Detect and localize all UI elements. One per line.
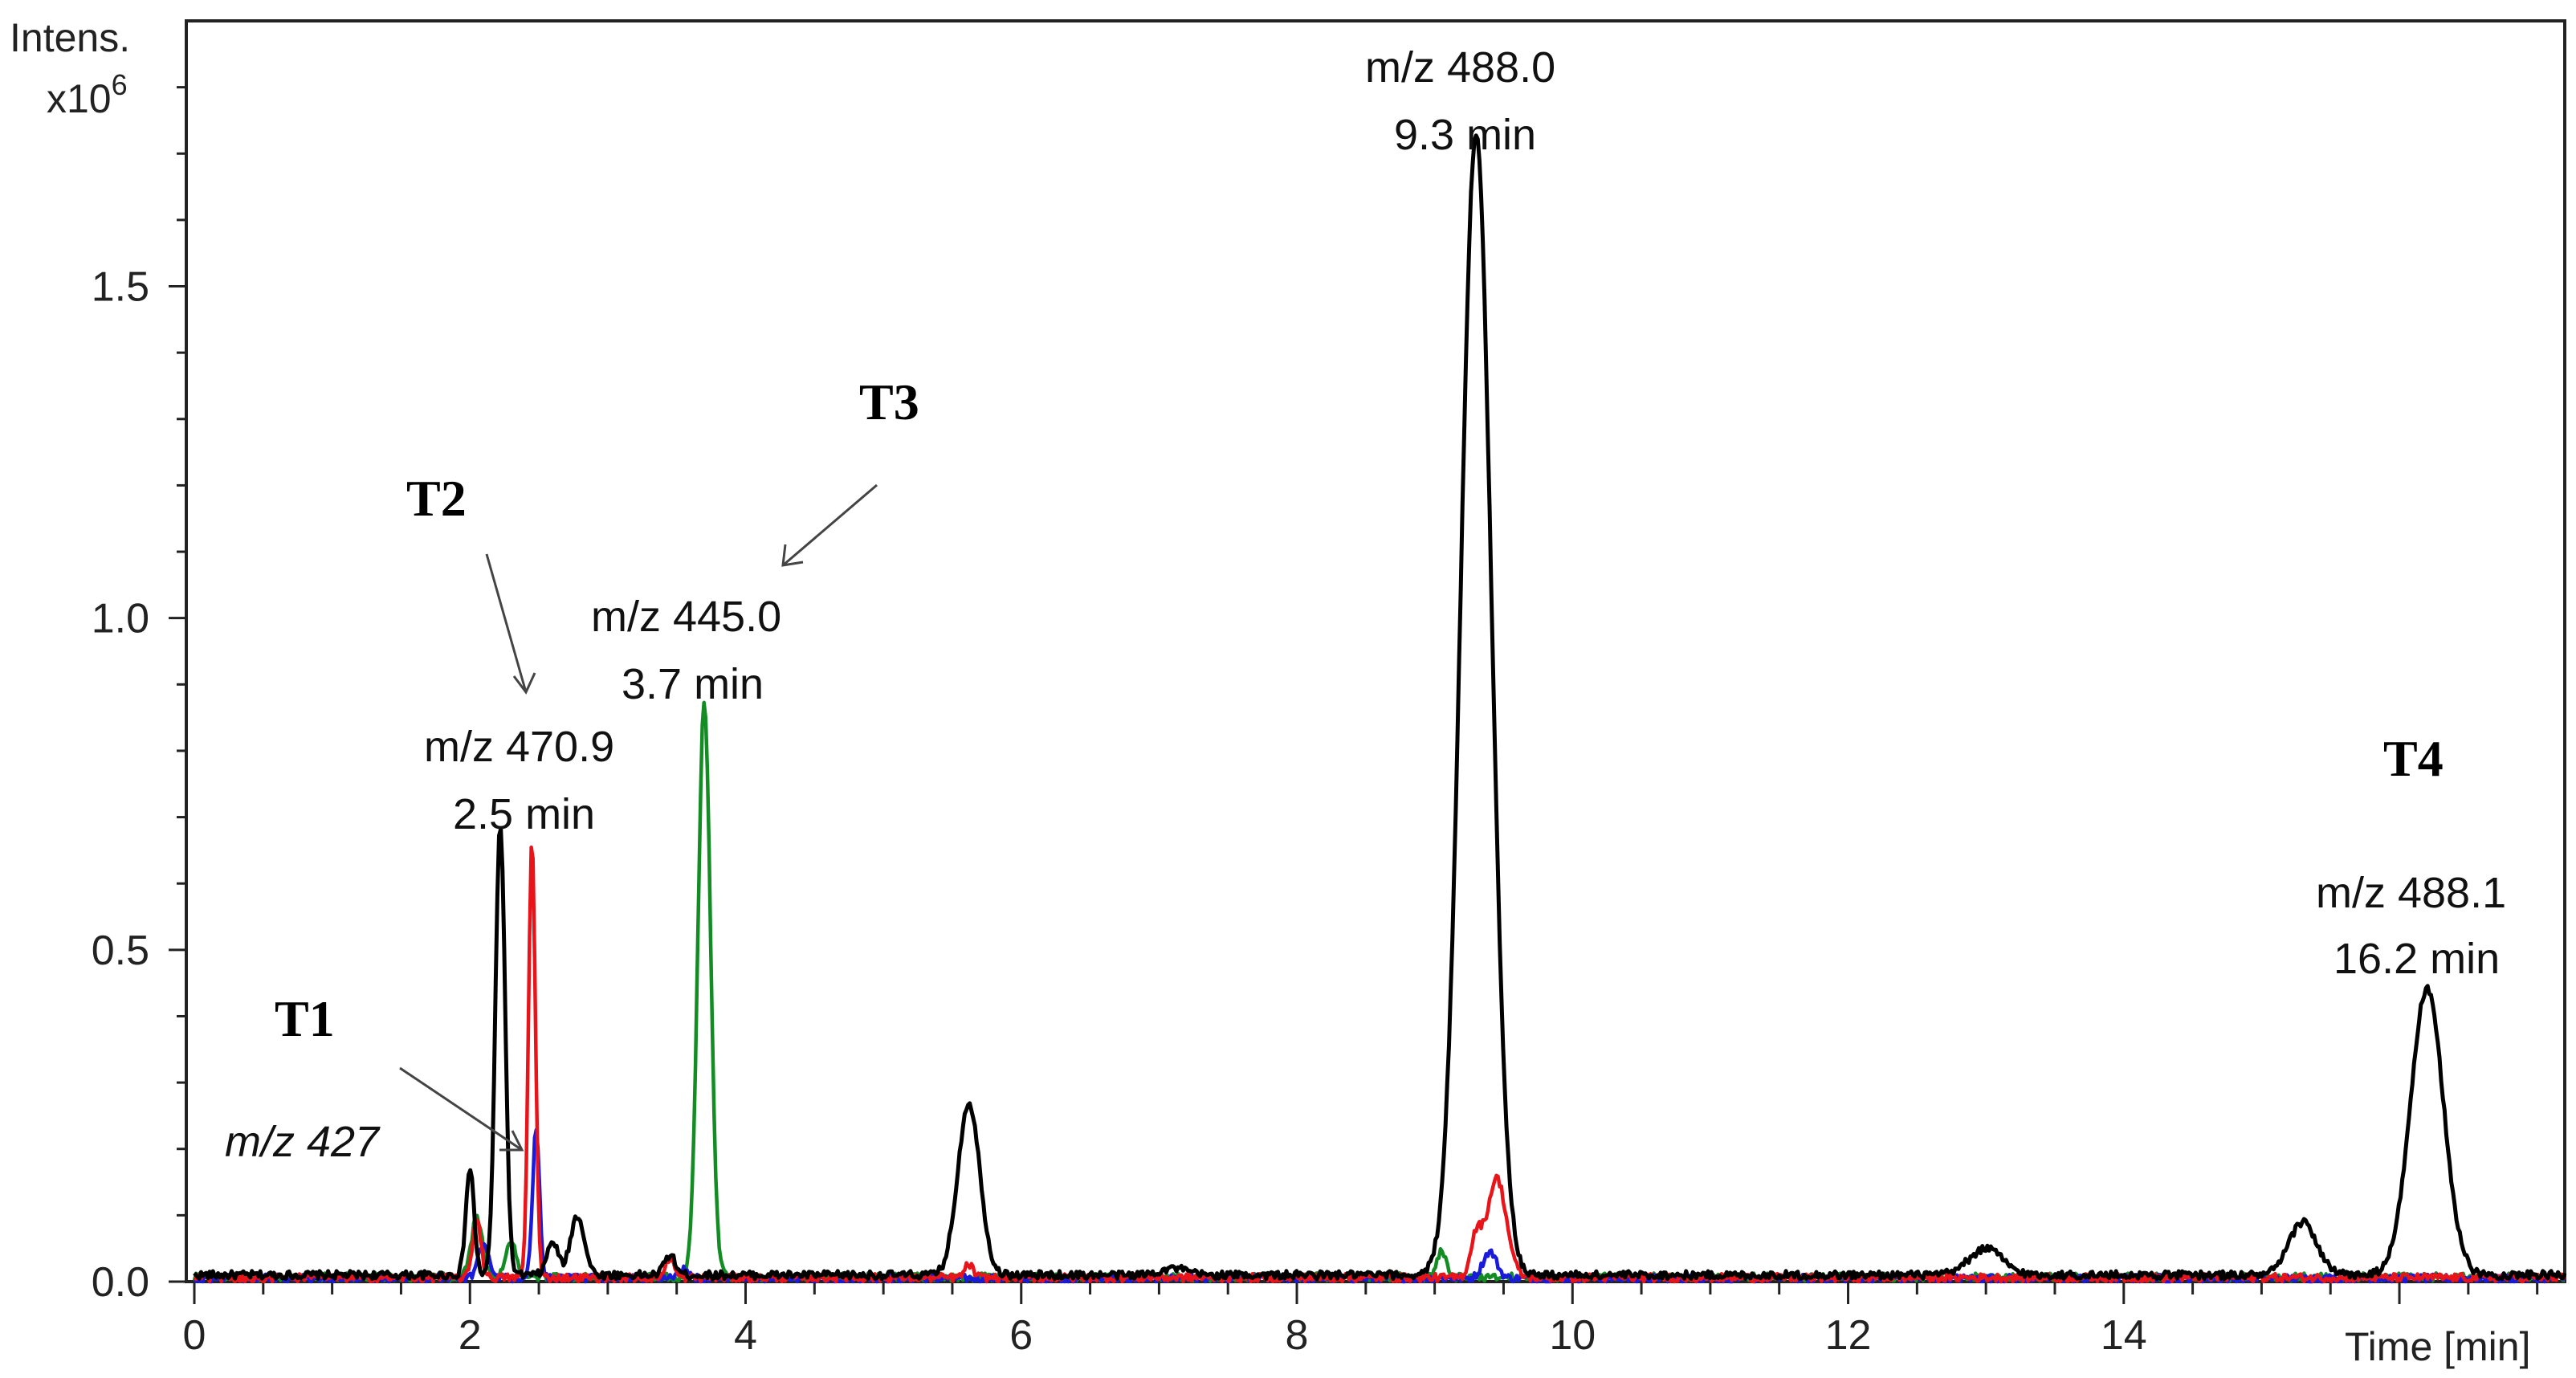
t3-tag: T3 [859, 373, 919, 430]
series-line-black [193, 133, 2567, 1282]
x-tick-label: 2 [459, 1312, 482, 1359]
t2-arrow [485, 553, 528, 693]
y-axis-title: Intens. [10, 15, 130, 60]
y-tick-label: 0.0 [92, 1259, 149, 1306]
y-tick-label: 1.0 [92, 596, 149, 642]
t3-time-label: 3.7 min [622, 660, 764, 708]
t1-tag: T1 [275, 990, 335, 1047]
t2-arrowhead [512, 672, 536, 695]
t3-mz-label: m/z 445.0 [591, 593, 781, 641]
t1-arrow [399, 1066, 523, 1152]
t1-arrowhead [499, 1130, 524, 1152]
y-tick-label: 1.5 [92, 264, 149, 311]
x-tick-label: 0 [183, 1312, 206, 1359]
plot-frame [185, 19, 2566, 1283]
t1-mz-label: m/z 427 [225, 1118, 381, 1166]
y-axis-scale-prefix: x10 [47, 76, 112, 121]
y-axis-scale: x106 [47, 68, 128, 121]
y-tick-label: 0.5 [92, 928, 149, 974]
t3-arrowhead [781, 544, 804, 567]
t3-arrow [782, 483, 878, 567]
t2-mz-label: m/z 470.9 [424, 723, 614, 771]
t4-time-label: 16.2 min [2333, 935, 2500, 983]
x-tick-label: 4 [734, 1312, 757, 1359]
x-tick-label: 10 [1549, 1312, 1596, 1359]
x-tick-label: 8 [1286, 1312, 1309, 1359]
y-axis-scale-exponent: 6 [112, 68, 128, 101]
series-layer [192, 133, 2567, 1284]
x-axis-title: Time [min] [2345, 1324, 2531, 1369]
peak-9-time-label: 9.3 min [1394, 111, 1536, 159]
t4-mz-label: m/z 488.1 [2316, 869, 2506, 917]
t4-tag: T4 [2383, 730, 2444, 787]
x-axis: 0 2 4 6 8 10 12 14 [183, 1282, 2539, 1359]
y-axis: 0.0 0.5 1.0 1.5 [92, 86, 186, 1306]
x-tick-label: 14 [2101, 1312, 2147, 1359]
annotation-arrows [399, 483, 878, 1152]
t2-time-label: 2.5 min [453, 790, 595, 838]
peak-9-mz-label: m/z 488.0 [1365, 43, 1555, 92]
x-tick-label: 12 [1825, 1312, 1872, 1359]
x-tick-label: 6 [1009, 1312, 1033, 1359]
t2-tag: T2 [406, 470, 467, 527]
